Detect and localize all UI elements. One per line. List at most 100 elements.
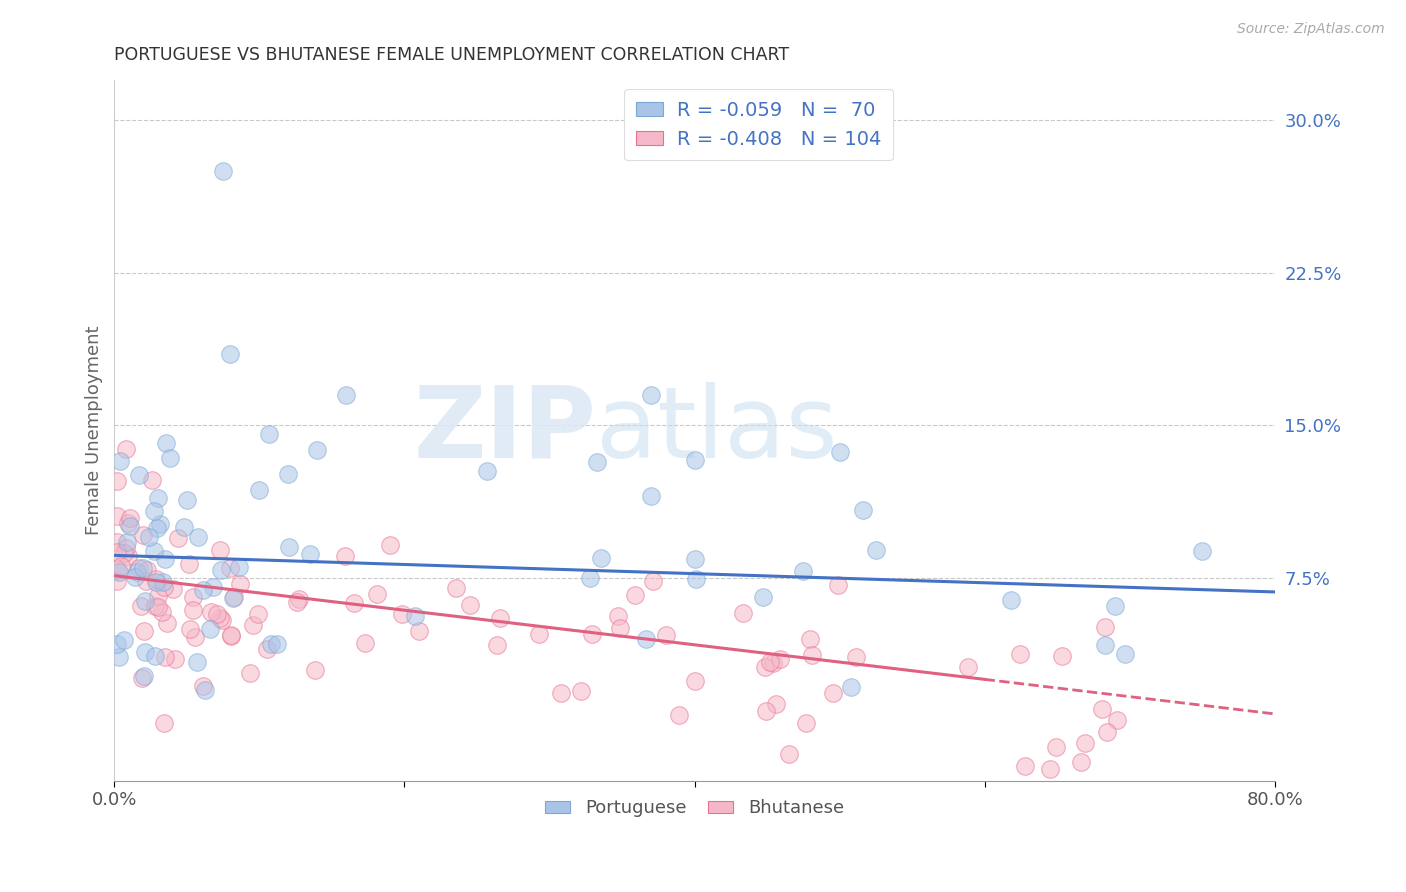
Point [378,538,401,552]
Point [404,609,426,624]
Point [754,660,776,674]
Point [145,575,167,590]
Point [839,680,862,694]
Point [202,580,225,594]
Point [152,574,174,589]
Text: Source: ZipAtlas.com: Source: ZipAtlas.com [1237,22,1385,37]
Point [765,697,787,711]
Point [135,574,157,589]
Point [105,574,128,589]
Point [1104,599,1126,614]
Point [654,628,676,642]
Point [173,520,195,534]
Point [865,543,887,558]
Point [219,628,242,642]
Point [343,596,366,610]
Point [486,638,509,652]
Point [571,684,593,698]
Point [249,483,271,498]
Point [128,561,150,575]
Point [685,673,707,688]
Point [607,609,630,624]
Point [105,637,128,651]
Point [193,679,215,693]
Point [108,650,131,665]
Point [586,455,609,469]
Point [141,473,163,487]
Point [769,652,792,666]
Point [155,436,177,450]
Point [579,571,602,585]
Point [794,715,817,730]
Point [198,622,221,636]
Point [208,543,231,558]
Point [1091,702,1114,716]
Point [755,704,778,718]
Point [218,561,240,575]
Point [1094,638,1116,652]
Point [150,605,173,619]
Point [823,686,845,700]
Point [148,600,170,615]
Point [145,521,167,535]
Point [277,467,299,481]
Point [134,594,156,608]
Point [307,442,329,457]
Point [153,551,176,566]
Point [640,388,662,402]
Point [105,545,128,559]
Point [105,508,128,523]
Point [159,451,181,466]
Point [683,552,706,566]
Point [299,547,322,561]
Point [304,663,326,677]
Point [211,613,233,627]
Point [177,557,200,571]
Point [105,475,128,489]
Point [176,492,198,507]
Point [117,535,139,549]
Point [129,599,152,613]
Point [148,491,170,505]
Point [475,464,498,478]
Point [200,605,222,619]
Point [108,454,131,468]
Point [257,426,280,441]
Point [143,648,166,663]
Point [956,660,979,674]
Point [117,549,139,564]
Point [458,598,481,612]
Point [112,546,135,560]
Point [219,629,242,643]
Point [181,590,204,604]
Point [228,559,250,574]
Point [733,606,755,620]
Point [643,574,665,588]
Point [229,577,252,591]
Point [278,540,301,554]
Point [1045,739,1067,754]
Point [142,503,165,517]
Point [110,559,132,574]
Point [1074,736,1097,750]
Point [153,715,176,730]
Point [550,686,572,700]
Point [640,489,662,503]
Point [120,519,142,533]
Point [828,444,851,458]
Point [155,650,177,665]
Point [132,624,155,638]
Point [238,665,260,680]
Point [142,544,165,558]
Point [609,621,631,635]
Point [222,591,245,606]
Point [124,570,146,584]
Point [153,580,176,594]
Point [134,669,156,683]
Point [683,452,706,467]
Point [186,656,208,670]
Point [792,564,814,578]
Point [156,616,179,631]
Point [162,582,184,596]
Point [529,627,551,641]
